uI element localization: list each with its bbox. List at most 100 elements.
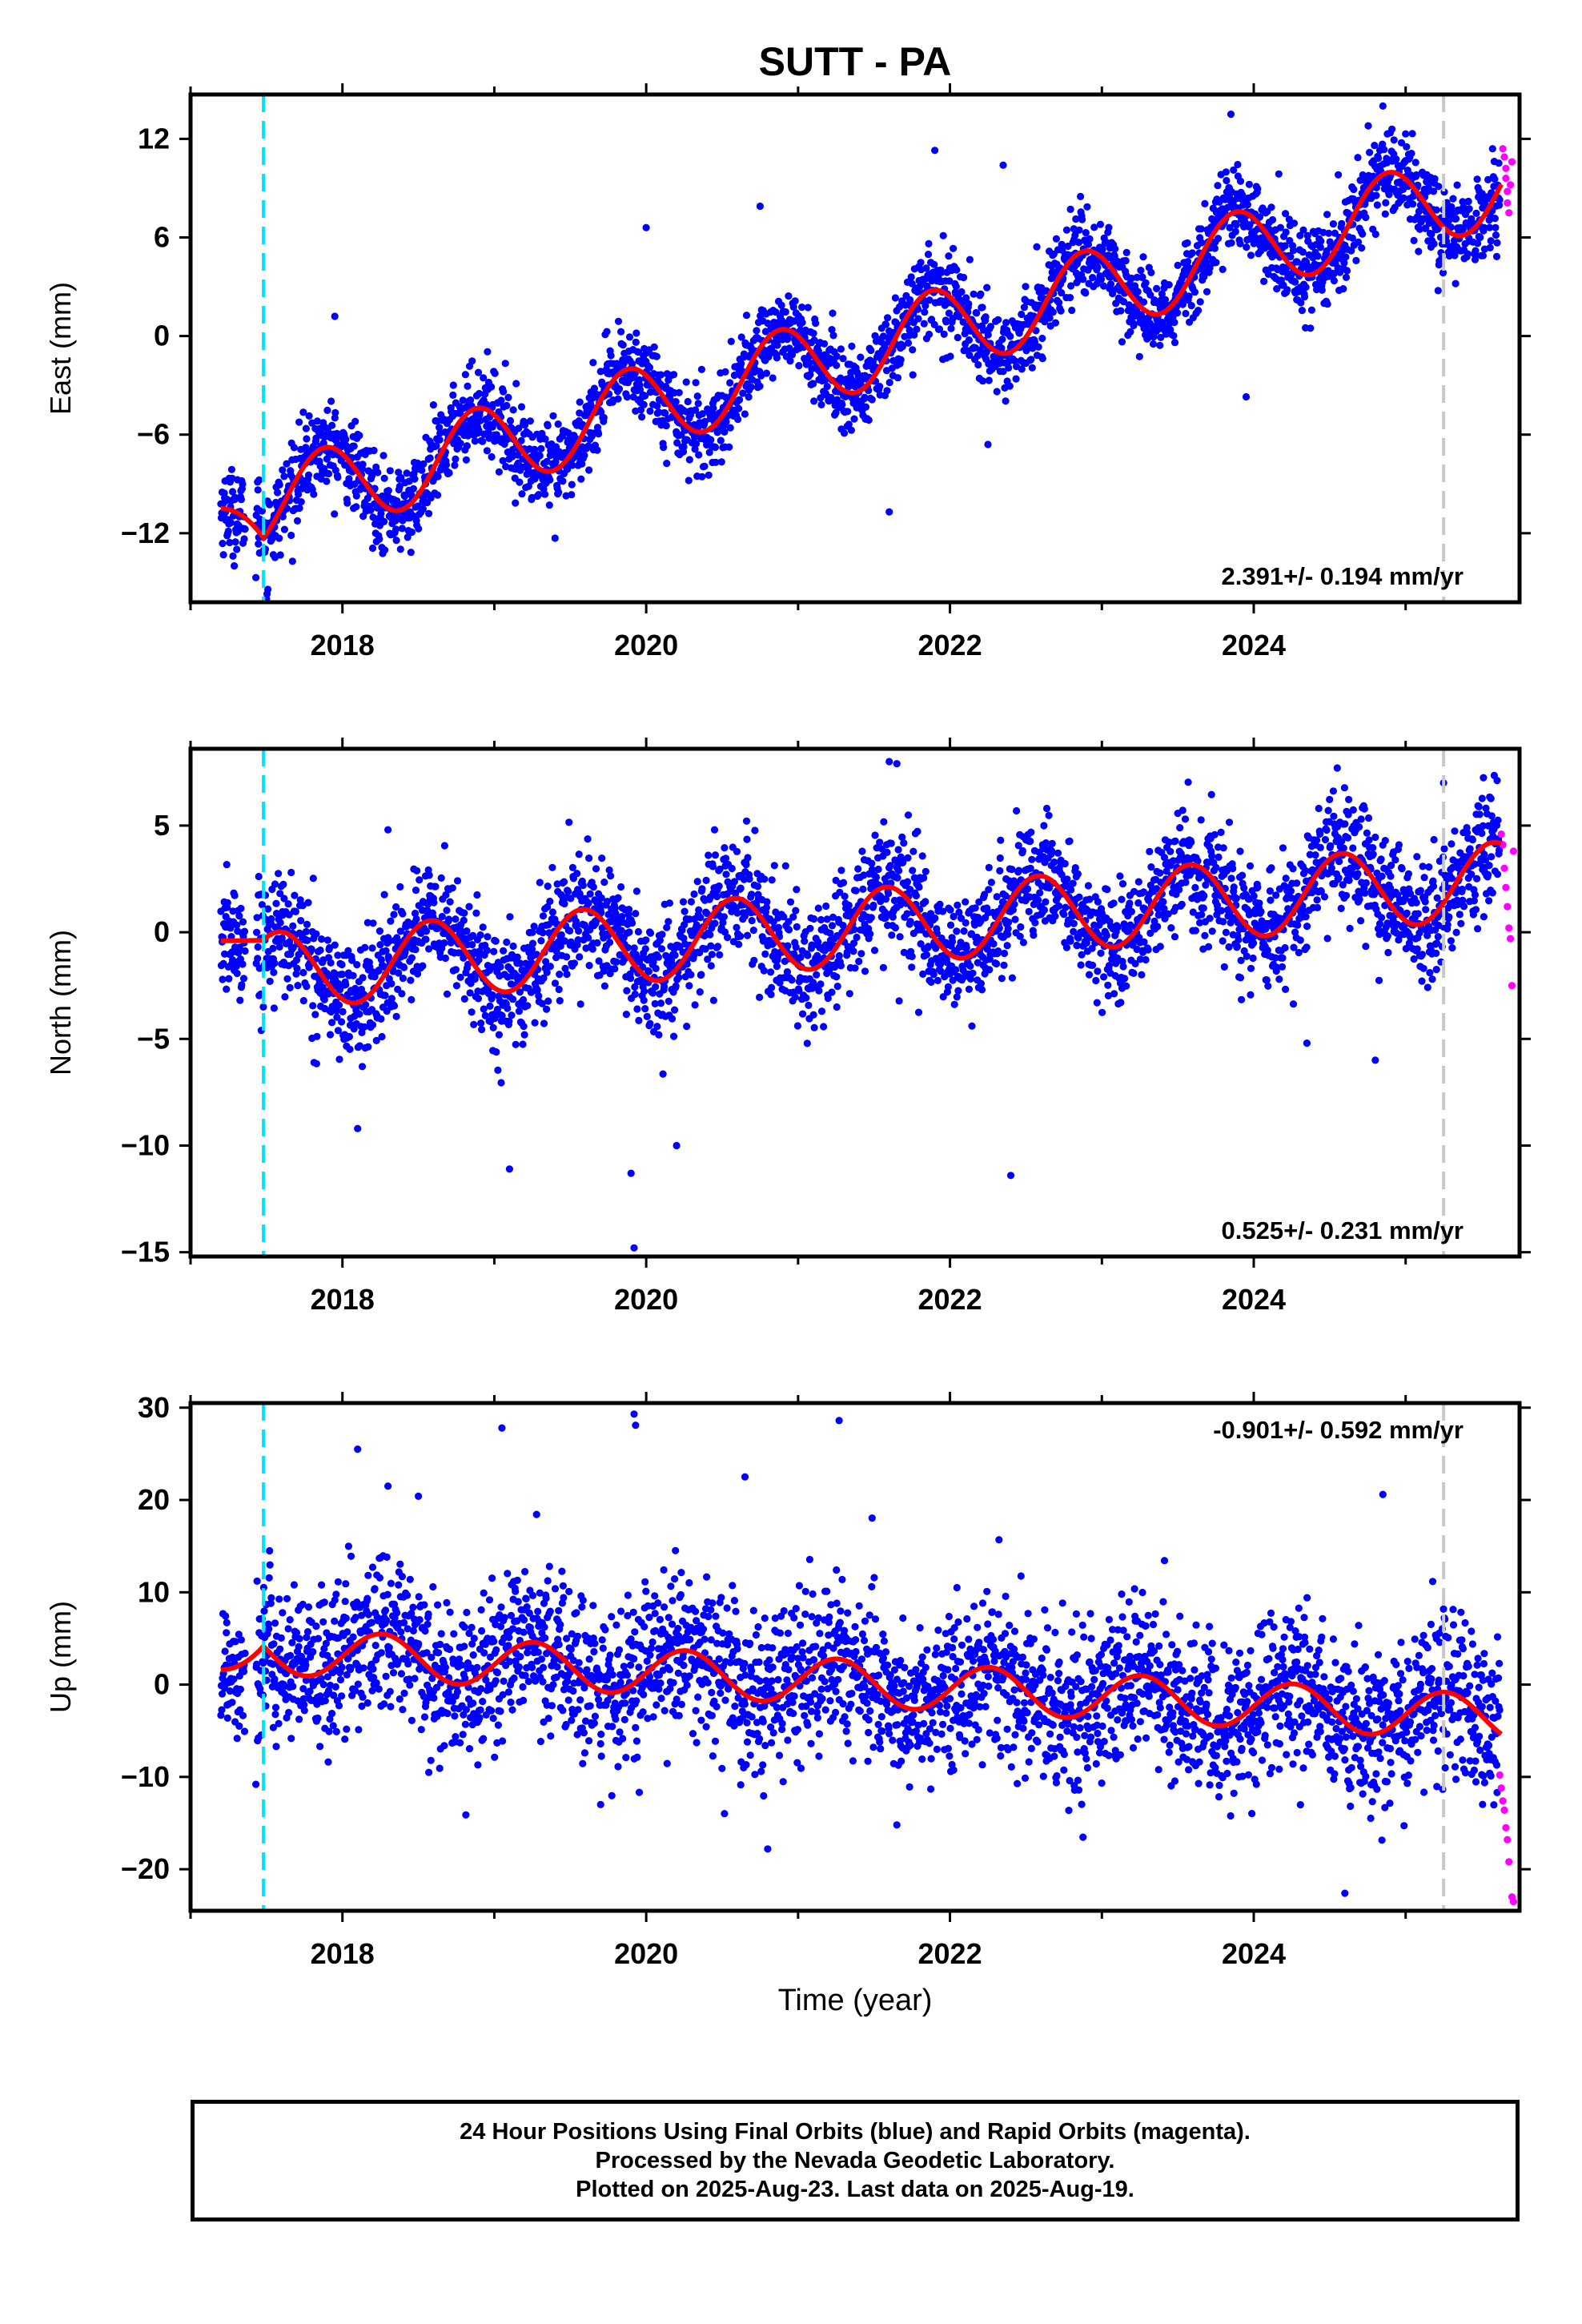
data-point: [1373, 201, 1381, 209]
data-point: [636, 406, 645, 414]
data-point: [1298, 307, 1306, 315]
data-point: [748, 917, 756, 925]
data-point: [921, 898, 930, 906]
data-point: [1178, 300, 1186, 308]
data-point: [611, 904, 619, 912]
data-point: [524, 1002, 532, 1010]
data-point: [312, 1059, 320, 1068]
data-point: [588, 945, 596, 953]
data-point: [952, 283, 960, 291]
data-point: [1289, 247, 1298, 255]
data-point: [1287, 253, 1295, 261]
data-point: [348, 956, 356, 964]
data-point: [390, 911, 398, 919]
data-point: [785, 292, 793, 300]
data-point: [237, 904, 245, 912]
data-point: [614, 894, 622, 902]
data-point: [267, 915, 275, 923]
data-point: [530, 923, 538, 931]
north-plot-area: [217, 758, 1517, 1252]
data-point: [377, 509, 385, 518]
data-point: [292, 970, 300, 978]
data-point: [681, 921, 689, 929]
data-point: [726, 424, 734, 432]
data-point: [655, 408, 663, 416]
data-point: [302, 424, 310, 432]
data-point: [1184, 258, 1192, 266]
data-point: [465, 903, 473, 911]
data-point: [740, 875, 749, 883]
data-point: [451, 461, 459, 469]
data-point: [377, 955, 385, 963]
data-point: [1348, 234, 1356, 242]
data-point: [962, 919, 970, 927]
data-point: [279, 513, 287, 521]
data-point: [671, 951, 679, 959]
data-point: [1350, 185, 1358, 194]
data-point: [1316, 243, 1324, 251]
data-point: [852, 887, 860, 895]
data-point: [740, 350, 749, 358]
data-point: [294, 982, 302, 990]
east-rapid-orbit-points: [1499, 145, 1516, 217]
data-point: [1071, 231, 1079, 239]
data-point: [1388, 125, 1396, 133]
data-point: [1120, 298, 1128, 306]
data-point: [1409, 200, 1417, 208]
data-point: [826, 929, 834, 937]
data-point: [575, 850, 583, 858]
data-point: [463, 927, 471, 935]
data-point: [1449, 195, 1457, 203]
data-point: [632, 887, 641, 895]
data-point: [694, 400, 702, 408]
data-point: [930, 260, 938, 268]
data-point: [825, 967, 833, 975]
data-point: [1392, 155, 1400, 163]
data-point: [584, 442, 592, 450]
data-point: [1038, 334, 1046, 343]
data-point: [1366, 148, 1374, 156]
data-point: [1049, 308, 1057, 316]
rapid-point: [1504, 187, 1512, 195]
data-point: [707, 942, 715, 950]
data-point: [1170, 332, 1178, 340]
data-point: [443, 990, 452, 998]
data-point: [743, 835, 751, 843]
data-point: [1411, 159, 1419, 167]
data-point: [442, 460, 451, 469]
data-point: [791, 993, 799, 1001]
data-point: [1130, 321, 1138, 330]
data-point: [1200, 272, 1208, 281]
data-point: [1118, 338, 1126, 346]
data-point: [835, 951, 843, 960]
data-point: [563, 953, 571, 961]
data-point: [781, 308, 789, 316]
data-point: [973, 309, 981, 317]
data-point: [866, 930, 874, 938]
data-point: [235, 949, 243, 957]
data-point: [1453, 181, 1461, 189]
east-final-orbit-points: [217, 102, 1504, 602]
data-point: [883, 387, 891, 395]
data-point: [227, 924, 235, 932]
data-point: [275, 870, 283, 878]
data-point: [299, 408, 307, 416]
rapid-point: [1505, 209, 1513, 217]
data-point: [223, 985, 231, 993]
data-point: [709, 862, 717, 870]
data-point: [310, 490, 318, 498]
data-point: [1372, 191, 1380, 199]
data-point: [946, 921, 955, 929]
data-point: [1078, 215, 1086, 223]
data-point: [335, 1001, 343, 1009]
data-point: [239, 975, 248, 983]
data-point: [407, 549, 415, 557]
data-point: [589, 359, 597, 367]
data-point: [468, 357, 476, 365]
data-point: [536, 879, 544, 887]
data-point: [1347, 247, 1355, 255]
data-point: [920, 320, 928, 328]
data-point: [283, 975, 291, 983]
data-point: [1408, 130, 1416, 138]
data-point: [903, 878, 912, 886]
